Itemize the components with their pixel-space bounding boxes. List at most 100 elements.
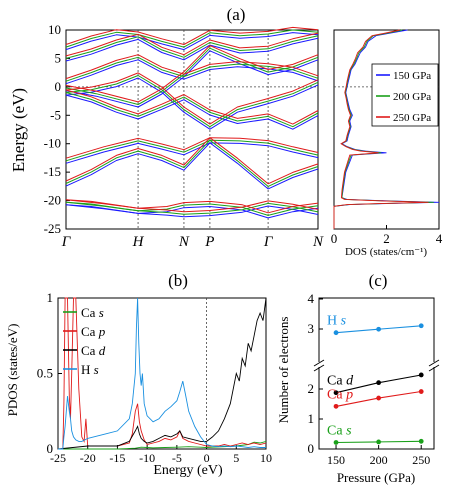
dos-legend-label: 150 GPa: [393, 70, 431, 82]
elec-axis-break-mark: [313, 364, 325, 372]
elec-series-label: Ca p: [327, 387, 353, 402]
band-line-250-gpa: [65, 45, 319, 103]
elec-point: [333, 390, 339, 396]
pdos-y-tick-label: 0: [47, 441, 54, 456]
band-kpoint-label: Γ: [61, 234, 72, 250]
band-line-250-gpa: [65, 26, 319, 45]
pdos-x-label: Energy (eV): [153, 463, 223, 478]
pdos-legend-label: Ca d: [81, 343, 106, 358]
band-kpoint-label: P: [204, 234, 214, 250]
band-line-250-gpa: [65, 54, 319, 80]
elec-point: [376, 380, 382, 386]
dos-x-tick-label: 2: [383, 231, 390, 246]
dos-legend-label: 200 GPa: [393, 91, 431, 103]
pdos-y-tick-label: 1: [47, 290, 54, 305]
elec-point: [376, 395, 382, 401]
dos-x-label: DOS (states/cm⁻¹): [345, 246, 427, 258]
band-y-tick-label: -10: [44, 136, 61, 151]
elec-axis-break-mark: [428, 359, 440, 367]
band-frame: [65, 29, 319, 230]
pdos-x-tick-label: -10: [139, 451, 155, 465]
elec-x-tick-label: 150: [327, 453, 345, 467]
elec-frame: [318, 297, 435, 450]
band-y-tick-label: -5: [50, 107, 61, 122]
band-line-150-gpa: [65, 32, 319, 51]
elec-point: [418, 438, 424, 444]
pdos-plot: -25 -20 -15 -10 -5 0 5 10 0 0.5 1 Ca s Ca p Ca d H s: [37, 290, 272, 465]
pdos-x-tick-label: 0: [204, 451, 210, 465]
band-y-tick-label: 0: [55, 79, 62, 94]
band-y-tick-label: -25: [44, 221, 61, 236]
dos-legend-label: 250 GPa: [393, 112, 431, 124]
band-kpoint-label: N: [312, 234, 324, 250]
band-y-tick-label: 5: [55, 50, 62, 65]
pdos-x-tick-label: -25: [50, 451, 66, 465]
band-y-label: Energy (eV): [9, 88, 28, 172]
panel-label-c: (c): [369, 271, 388, 290]
band-line-200-gpa: [65, 29, 319, 48]
elec-point: [376, 326, 382, 332]
elec-point: [418, 372, 424, 378]
pdos-curve-h-s: [58, 297, 266, 450]
panel-label-a: (a): [227, 5, 246, 24]
band-line-200-gpa: [65, 139, 319, 187]
band-line-200-gpa: [65, 47, 319, 105]
band-line-150-gpa: [65, 204, 319, 218]
pdos-legend-label: Ca p: [81, 324, 106, 339]
dos-x-tick-label: 4: [436, 231, 443, 246]
elec-axis-break-mark: [313, 359, 325, 367]
band-line-250-gpa: [65, 199, 319, 213]
band-line-250-gpa: [65, 137, 319, 185]
pdos-x-tick-label: 5: [233, 451, 239, 465]
band-kpoint-label: N: [178, 234, 190, 250]
dos-curve-250-gpa: [333, 29, 429, 229]
band-line-150-gpa: [65, 50, 319, 108]
elec-point: [418, 323, 424, 329]
band-kpoint-label: H: [132, 234, 145, 250]
elec-point: [333, 440, 339, 445]
band-line-150-gpa: [65, 37, 319, 62]
dos-x-tick-label: 0: [331, 231, 338, 246]
band-y-tick-label: -15: [44, 164, 61, 179]
band-line-250-gpa: [65, 72, 319, 125]
elec-y-tick-label: 4: [308, 291, 315, 306]
elec-y-tick-label: 3: [308, 321, 315, 336]
elec-axis-break-mark: [428, 364, 440, 372]
band-kpoint-label: Γ: [263, 234, 274, 250]
pdos-y-label: PDOS (states/eV): [5, 324, 20, 417]
elec-series-label: Ca d: [327, 374, 354, 389]
band-line-200-gpa: [65, 35, 319, 59]
elec-point: [376, 439, 382, 445]
pdos-y-tick-label: 0.5: [37, 366, 53, 381]
band-line-150-gpa: [65, 94, 319, 130]
pdos-legend-label: Ca s: [81, 305, 104, 320]
elec-x-tick-label: 250: [412, 453, 430, 467]
band-line-250-gpa: [65, 137, 319, 159]
band-line-200-gpa: [65, 92, 319, 128]
elec-x-tick-label: 200: [370, 453, 388, 467]
elec-y-tick-label: 0: [308, 441, 315, 456]
band-line-250-gpa: [65, 89, 319, 125]
panel-label-b: (b): [168, 271, 188, 290]
pdos-x-tick-label: 10: [260, 451, 272, 465]
band-line-150-gpa: [65, 142, 319, 190]
electron-count-plot: 0 1 2 3 4 150 200 250 H s Ca dCa p Ca s: [308, 291, 440, 467]
elec-y-tick-label: 2: [308, 381, 315, 396]
pdos-x-tick-label: -20: [80, 451, 96, 465]
band-line-200-gpa: [65, 201, 319, 215]
pdos-curve-ca-p: [58, 297, 267, 450]
elec-point: [418, 389, 424, 394]
pdos-legend-label: H s: [81, 362, 99, 377]
elec-y-tick-label: 1: [308, 411, 315, 426]
elec-series-label: H s: [327, 314, 347, 329]
band-line-250-gpa: [65, 32, 319, 57]
elec-x-label: Pressure (GPa): [337, 470, 415, 485]
band-line-150-gpa: [65, 77, 319, 130]
pdos-curve-ca-d: [57, 297, 267, 450]
pdos-x-tick-label: -5: [172, 451, 182, 465]
dos-plot: 0 2 4 150 GPa 200 GPa 250 GPa: [331, 29, 443, 246]
band-y-tick-label: 10: [48, 22, 61, 37]
band-line-200-gpa: [65, 75, 319, 128]
